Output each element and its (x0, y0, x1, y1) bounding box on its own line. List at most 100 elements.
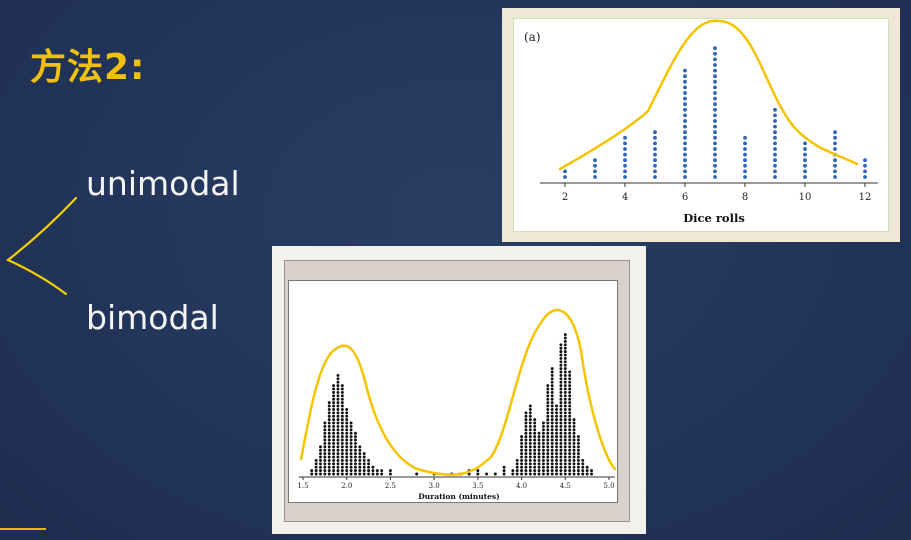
data-dot (555, 428, 558, 432)
data-dot (623, 135, 627, 140)
data-dot (336, 397, 340, 401)
data-dot (345, 411, 349, 415)
data-dot (345, 424, 349, 428)
data-dot (533, 441, 537, 445)
data-dot (327, 421, 331, 425)
x-tick-label: 2.0 (341, 482, 352, 490)
data-dot (520, 455, 524, 459)
x-tick-label: 12 (859, 192, 872, 203)
data-dot (336, 435, 340, 439)
data-dot (533, 445, 537, 449)
data-dot (683, 158, 687, 163)
data-dot (550, 424, 554, 428)
data-dot (559, 465, 563, 469)
data-dot (833, 158, 837, 163)
data-dot (555, 435, 558, 439)
duration-dot-plot: 1.5 2.0 2.5 3.0 3.5 4.0 4.5 5.0 Duration (minut… (297, 308, 617, 501)
data-dot (713, 147, 717, 151)
data-dot (581, 472, 585, 476)
data-dot (336, 421, 340, 425)
data-dot (550, 458, 554, 462)
data-dot (358, 452, 362, 456)
data-dot (524, 458, 528, 462)
data-dot (340, 418, 344, 422)
data-dot (332, 431, 336, 435)
data-dot (340, 462, 344, 466)
data-dot (345, 441, 349, 445)
data-dot (559, 411, 563, 415)
data-dot (327, 414, 331, 418)
data-dot (533, 469, 537, 473)
data-dot (327, 404, 331, 408)
data-dot (713, 91, 717, 95)
data-dot (319, 458, 322, 462)
data-dot (713, 68, 717, 73)
data-dot (568, 455, 572, 459)
data-dot (354, 455, 357, 459)
data-dot (563, 367, 567, 371)
data-dot (576, 448, 580, 452)
data-dot (559, 370, 563, 374)
data-dot (546, 445, 550, 449)
data-dot (572, 469, 576, 473)
data-dot (524, 472, 528, 476)
data-dot (683, 96, 687, 101)
data-dot (563, 346, 567, 350)
data-dot (314, 469, 318, 473)
data-dot (568, 384, 572, 388)
data-dot (743, 169, 747, 174)
data-dot (340, 424, 344, 428)
data-dot (336, 390, 340, 394)
data-dot (576, 458, 580, 462)
data-dot (345, 462, 349, 466)
data-dot (581, 458, 585, 462)
data-dot (533, 438, 537, 442)
data-dot (524, 455, 528, 459)
data-dot (340, 458, 344, 462)
data-dot (323, 452, 327, 456)
data-dot (354, 441, 357, 445)
x-tick-label: 4.5 (560, 482, 571, 490)
data-dot (349, 435, 353, 439)
data-dot (713, 169, 717, 174)
data-dot (537, 445, 541, 449)
data-dot (520, 441, 524, 445)
data-dot (524, 421, 528, 425)
data-dot (367, 465, 371, 469)
data-dot (559, 346, 563, 350)
data-dot (524, 411, 528, 415)
data-dot (559, 384, 563, 388)
data-dot (555, 424, 558, 428)
data-dot (332, 424, 336, 428)
data-dot (362, 462, 366, 466)
data-dot (332, 411, 336, 415)
data-dot (546, 428, 550, 432)
data-dot (559, 353, 563, 357)
data-dot (340, 428, 344, 432)
data-dot (323, 441, 327, 445)
data-dot (773, 175, 777, 179)
data-dot (773, 130, 777, 135)
data-dot (563, 404, 567, 408)
data-dot (576, 462, 580, 466)
data-dot (713, 130, 717, 135)
slide-title: 方法2: (30, 47, 146, 88)
data-dot (546, 448, 550, 452)
data-dot (528, 418, 532, 422)
data-dot (713, 107, 717, 112)
data-dot (515, 472, 519, 476)
data-dot (833, 169, 837, 174)
data-dot (572, 421, 576, 425)
data-dot (349, 448, 353, 452)
data-dot (520, 462, 524, 466)
data-dot (773, 152, 777, 157)
data-dot (683, 124, 687, 129)
data-dot (528, 421, 532, 425)
data-dot (533, 431, 537, 435)
data-dot (572, 455, 576, 459)
data-dot (349, 465, 353, 469)
data-dot (358, 462, 362, 466)
data-dot (349, 452, 353, 456)
data-dot (537, 441, 541, 445)
data-dot (550, 414, 554, 418)
